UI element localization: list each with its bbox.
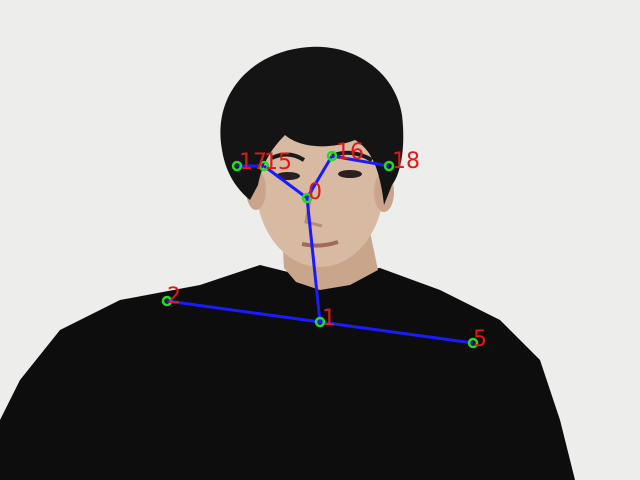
face <box>256 103 384 267</box>
keypoint-17-marker <box>231 160 243 172</box>
skeleton-edge-0-16 <box>305 155 334 199</box>
keypoint-2-label: 2 <box>167 284 181 309</box>
keypoint-18-label: 18 <box>392 149 420 174</box>
keypoint-2-marker <box>161 295 173 307</box>
pose-keypoints <box>161 150 479 349</box>
keypoint-0-marker <box>301 192 313 204</box>
keypoint-1-marker <box>314 316 326 328</box>
keypoint-17-label: 17 <box>239 150 267 175</box>
keypoint-15-label: 15 <box>264 150 292 175</box>
keypoint-1-label: 1 <box>322 306 336 331</box>
black-tshirt <box>0 265 575 480</box>
keypoint-16-label: 16 <box>336 140 364 165</box>
skeleton-edge-1-0 <box>305 197 322 323</box>
mouth <box>301 240 339 248</box>
pose-keypoint-labels: 0 1 2 5 15 16 17 18 <box>167 140 487 352</box>
skeleton-edge-1-5 <box>319 320 474 345</box>
left-eyebrow <box>271 152 306 162</box>
keypoint-0-label: 0 <box>308 180 322 205</box>
keypoint-5-marker <box>467 337 479 349</box>
keypoint-15-marker <box>258 160 270 172</box>
skeleton-edge-16-18 <box>331 154 390 168</box>
hair <box>220 46 404 205</box>
skeleton-edge-0-15 <box>263 164 308 200</box>
right-eye <box>338 170 362 178</box>
keypoint-5-label: 5 <box>473 327 487 352</box>
skeleton-edge-1-2 <box>166 299 321 324</box>
keypoint-18-marker <box>383 160 395 172</box>
keypoint-16-marker <box>326 150 338 162</box>
